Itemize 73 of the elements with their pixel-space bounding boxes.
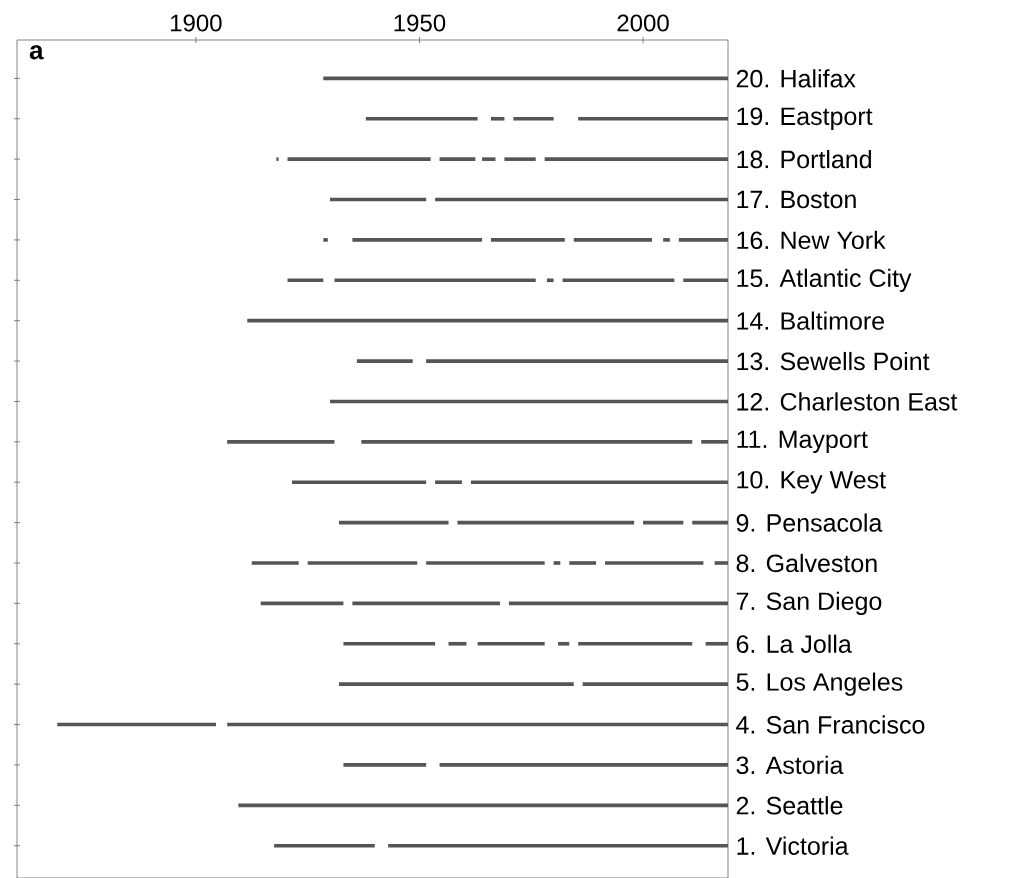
y-tick-label: 6. La Jolla: [736, 634, 852, 653]
bar: [287, 157, 431, 161]
y-tick-label: 3. Astoria: [736, 755, 844, 775]
bar: [323, 238, 328, 242]
bar: [504, 157, 536, 161]
bar: [307, 561, 418, 565]
bar: [701, 440, 729, 444]
bar: [251, 561, 299, 565]
bar: [683, 278, 729, 283]
y-tick-label: 12. Charleston East: [737, 392, 958, 411]
bar: [678, 238, 729, 242]
bar: [553, 561, 561, 565]
bar: [448, 641, 467, 646]
bar: [477, 641, 545, 646]
bar: [663, 238, 670, 242]
bar: [439, 763, 729, 767]
bar: [491, 116, 505, 121]
y-tick-label: 20. Halifax: [736, 69, 856, 88]
y-tick-label: 15. Atlantic City: [737, 268, 912, 292]
bar: [705, 641, 729, 646]
y-tick-label: 1. Victoria: [737, 836, 849, 855]
bar: [470, 480, 729, 485]
bar: [343, 763, 427, 767]
y-tick-label: 18. Portland: [737, 149, 872, 169]
y-tick-label: 7. San Diego: [736, 591, 882, 616]
y-tick-label: 14. Baltimore: [737, 311, 884, 330]
y-tick-label: 19. Eastport: [737, 107, 873, 131]
bar: [426, 561, 545, 565]
bar: [544, 157, 729, 161]
y-tick-label: 9. Pensacola: [736, 513, 883, 532]
x-tick-label: 2000: [617, 14, 669, 32]
y-tick-label: 16. New York: [737, 230, 886, 250]
bar: [426, 359, 729, 363]
bar: [482, 157, 496, 161]
annotation: a: [29, 45, 44, 60]
bar: [343, 641, 436, 646]
bar: [361, 440, 693, 444]
y-tick-label: 5. Los Angeles: [736, 672, 903, 696]
x-tick-label: 1950: [394, 14, 446, 32]
bar: [334, 278, 536, 283]
bar: [546, 278, 554, 283]
bar: [338, 682, 574, 686]
y-tick-label: 17. Boston: [737, 190, 856, 209]
y-tick-label: 4. San Francisco: [736, 715, 925, 734]
bar: [439, 157, 476, 161]
bar: [247, 318, 729, 323]
x-tick-label: 1900: [171, 14, 222, 32]
bar: [573, 238, 652, 242]
bar: [558, 641, 570, 646]
bar: [435, 480, 462, 485]
bar: [562, 278, 675, 283]
bar: [569, 561, 597, 565]
bar: [274, 843, 375, 848]
bar: [491, 238, 565, 242]
bar: [356, 359, 413, 363]
bar: [578, 116, 729, 121]
bar: [605, 561, 704, 565]
bar: [714, 561, 729, 565]
bar: [578, 641, 693, 646]
bar: [276, 157, 279, 161]
y-tick-label: 11. Mayport: [737, 430, 868, 454]
bar: [582, 682, 729, 686]
y-tick-label: 2. Seattle: [736, 796, 843, 815]
y-tick-label: 10. Key West: [737, 470, 886, 494]
bar: [365, 116, 478, 121]
y-tick-label: 8. Galveston: [736, 553, 877, 573]
bar: [388, 843, 729, 848]
bar: [513, 116, 554, 121]
bar: [292, 480, 427, 485]
bar: [352, 238, 483, 242]
bar: [227, 440, 335, 444]
bar: [287, 278, 324, 283]
y-tick-label: 13. Sewells Point: [737, 351, 930, 371]
